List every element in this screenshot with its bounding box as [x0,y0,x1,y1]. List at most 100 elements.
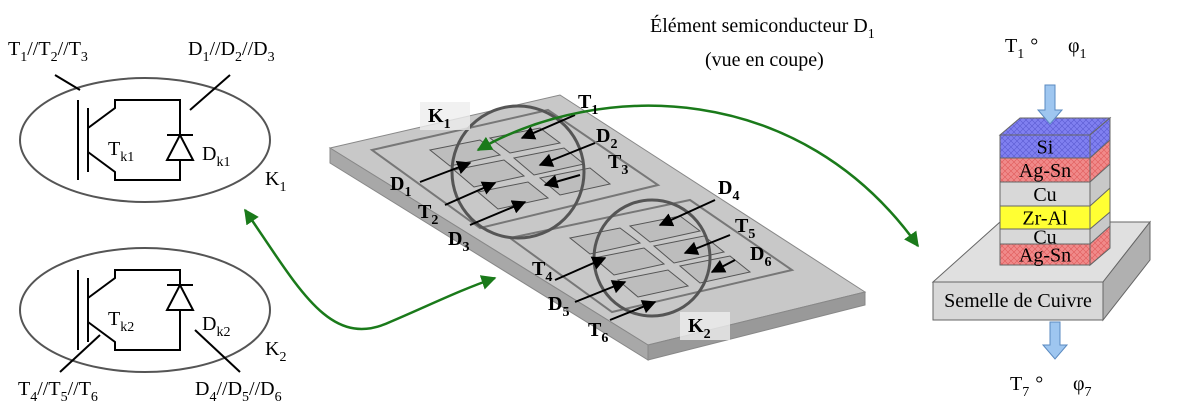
subscript: 6 [764,255,771,270]
section-title: Élément semiconducteur D1 [650,14,875,42]
text-part: D [228,378,242,400]
flux-label: φ1 [1068,35,1087,62]
text-part: // [37,378,49,400]
text-part: // [27,38,39,60]
text-part: T [69,38,81,60]
text-part: D [253,38,267,60]
subscript: 5 [242,390,249,405]
text-part: T [608,151,622,173]
subscript: 1 [202,50,209,65]
text-part: Élément semiconducteur D [650,14,868,37]
section-subtitle: (vue en coupe) [705,49,824,71]
layer [999,157,1091,183]
text-part: φ [1068,35,1080,57]
plate-label: D1 [390,173,411,200]
text-part: T [1010,373,1022,395]
diode-group-label: D1//D2//D3 [188,38,275,65]
text-part: D [548,293,562,315]
transistor-group-label: T1//T2//T3 [8,38,88,65]
module-label: K2 [265,338,286,365]
plate-label: T3 [608,151,628,178]
text-part: K [428,105,444,127]
subscript: 1 [444,117,451,132]
text-part: T [1005,35,1017,57]
text-part: D [221,38,235,60]
text-part: D [718,177,732,199]
subscript: 1 [868,27,875,42]
text-part: T [578,91,592,113]
subscript: 6 [601,331,608,346]
subscript: 4 [209,390,216,405]
text-part: // [249,378,261,400]
text-part: D [188,38,202,60]
subscript: 1 [404,185,411,200]
subscript: 5 [562,305,569,320]
temperature-label: T7 ° [1010,373,1043,400]
plate-label: T1 [578,91,598,118]
subscript: 3 [621,163,628,178]
subscript: 1 [279,180,286,195]
subscript: 6 [275,390,282,405]
text-part: K [265,338,280,360]
layer-label: Ag-Sn [1019,245,1071,267]
subscript: 2 [235,50,242,65]
transistor-group-label: T4//T5//T6 [18,378,98,405]
text-part: T [532,258,546,280]
text-part: D [596,125,610,147]
subscript: 3 [81,50,88,65]
subscript: 1 [591,103,598,118]
plate-label: D3 [448,228,469,255]
subscript: 2 [431,213,438,228]
subscript: 6 [91,390,98,405]
text-part: T [108,138,120,160]
text-part: // [68,378,80,400]
text-part: T [48,378,60,400]
flux-label: φ7 [1073,373,1092,400]
transistor-label: Tk2 [108,308,134,335]
subscript: 7 [1022,385,1029,400]
subscript: k2 [120,320,134,335]
subscript: k2 [216,325,230,340]
degree: ° [1035,373,1043,395]
subscript: 4 [732,189,739,204]
text-part: K [265,168,280,190]
plate-label: T2 [418,201,438,228]
subscript: 3 [268,50,275,65]
plate-label: D6 [750,243,771,270]
plate-label: T5 [735,215,755,242]
link-arrows [243,104,920,331]
plate-label: D4 [718,177,739,204]
subscript: 5 [61,390,68,405]
subscript: 7 [1085,385,1092,400]
text-part: D [195,378,209,400]
text-part: D [202,313,216,335]
subscript: 2 [704,327,711,342]
text-part: T [735,215,749,237]
module-k2 [19,247,271,373]
text-part: // [216,378,228,400]
subscript: 3 [462,240,469,255]
text-part: T [8,38,20,60]
module-label: K1 [265,168,286,195]
subscript: 5 [748,227,755,242]
diode-label: Dk2 [202,313,230,340]
text-part: D [390,173,404,195]
diode-label: Dk1 [202,143,230,170]
text-part: T [18,378,30,400]
subscript: 2 [51,50,58,65]
subscript: 2 [279,350,286,365]
degree: ° [1030,35,1038,57]
text-part: D [448,228,462,250]
temperature-label: T1 ° [1005,35,1038,62]
layer-label: Si [1037,137,1054,159]
plate-label: D2 [596,125,617,152]
text-part: D [202,143,216,165]
subscript: 1 [1017,47,1024,62]
text-part: // [58,38,70,60]
text-part: T [38,38,50,60]
text-part: K [688,315,704,337]
text-part: D [260,378,274,400]
